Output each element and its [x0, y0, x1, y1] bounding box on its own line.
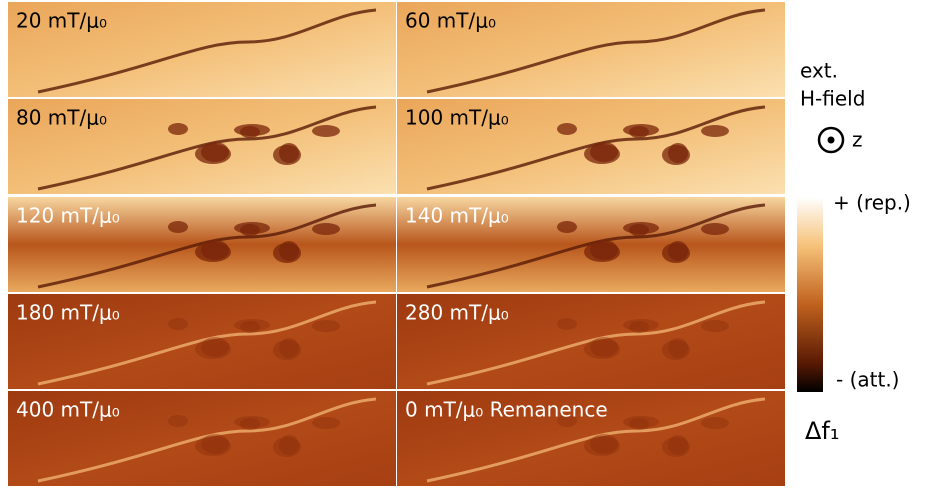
domain-blob — [168, 415, 188, 427]
panel-label: 280 mT/μ₀ — [405, 301, 509, 325]
domain-blob — [273, 437, 301, 457]
panel-label: 120 mT/μ₀ — [16, 204, 120, 228]
domain-blob — [240, 418, 260, 430]
domain-blob — [629, 224, 649, 236]
panel-label: 0 mT/μ₀ Remanence — [405, 398, 608, 422]
domain-blob — [195, 339, 231, 359]
domain-blob — [701, 320, 729, 332]
domain-wall — [37, 300, 377, 386]
domain-blob — [195, 242, 231, 262]
domain-blob — [195, 436, 231, 456]
domain-blob — [201, 434, 229, 454]
domain-blob — [590, 337, 618, 357]
domain-blob — [590, 434, 618, 454]
domain-blob — [201, 337, 229, 357]
panel-label: 180 mT/μ₀ — [16, 301, 120, 325]
domain-blob — [312, 125, 340, 137]
legend-text: H-field — [800, 87, 865, 111]
domain-blob — [557, 221, 577, 233]
domain-wall — [426, 397, 766, 483]
domain-wall — [37, 8, 377, 94]
domain-blob — [662, 145, 690, 165]
domain-blob — [701, 223, 729, 235]
domain-wall — [426, 300, 766, 386]
domain-blob — [168, 318, 188, 330]
colorbar-bottom-label: - (att.) — [836, 368, 899, 392]
domain-blob — [557, 415, 577, 427]
domain-blob — [662, 243, 690, 263]
panel-label: 140 mT/μ₀ — [405, 204, 509, 228]
domain-blob — [273, 145, 301, 165]
domain-blob — [240, 126, 260, 138]
domain-blob — [668, 338, 688, 358]
panel-label: 20 mT/μ₀ — [16, 9, 107, 33]
panel-grid: 20 mT/μ₀ 60 mT/μ₀ 80 mT/μ₀ 100 mT/μ₀ 120 mT/… — [8, 2, 785, 486]
domain-blob — [312, 417, 340, 429]
domain-blob — [701, 125, 729, 137]
colorbar-top-label: + (rep.) — [833, 191, 911, 215]
domain-blob — [662, 437, 690, 457]
domain-blob — [623, 319, 659, 331]
domain-blob — [168, 123, 188, 135]
panel-label: 80 mT/μ₀ — [16, 106, 107, 130]
domain-blob — [584, 144, 620, 164]
domain-blob — [668, 435, 688, 455]
domain-blob — [240, 321, 260, 333]
legend-text: ext. — [800, 59, 838, 83]
domain-blob — [240, 224, 260, 236]
domain-blob — [662, 340, 690, 360]
domain-blob — [312, 320, 340, 332]
domain-blob — [584, 339, 620, 359]
domain-blob — [629, 126, 649, 138]
colorbar — [797, 197, 823, 392]
domain-wall — [37, 105, 377, 191]
domain-blob — [279, 435, 299, 455]
axis-label: z — [852, 128, 863, 152]
out-of-plane-dot — [827, 136, 835, 144]
domain-wall — [426, 105, 766, 191]
domain-blob — [273, 340, 301, 360]
domain-wall — [37, 397, 377, 483]
out-of-plane-symbol — [817, 126, 845, 154]
domain-blob — [623, 416, 659, 428]
domain-blob — [195, 144, 231, 164]
domain-blob — [279, 338, 299, 358]
panel-label: 100 mT/μ₀ — [405, 106, 509, 130]
domain-blob — [701, 417, 729, 429]
domain-blob — [557, 318, 577, 330]
panel-label: 60 mT/μ₀ — [405, 9, 496, 33]
domain-blob — [584, 242, 620, 262]
domain-blob — [234, 416, 270, 428]
panel-label: 400 mT/μ₀ — [16, 398, 120, 422]
domain-blob — [584, 436, 620, 456]
domain-blob — [629, 321, 649, 333]
domain-wall — [37, 203, 377, 289]
domain-blob — [234, 319, 270, 331]
colorbar-quantity: Δf₁ — [805, 417, 840, 445]
domain-wall — [426, 8, 766, 94]
domain-blob — [168, 221, 188, 233]
domain-blob — [273, 243, 301, 263]
domain-blob — [557, 123, 577, 135]
domain-wall — [426, 203, 766, 289]
domain-blob — [312, 223, 340, 235]
domain-blob — [629, 418, 649, 430]
